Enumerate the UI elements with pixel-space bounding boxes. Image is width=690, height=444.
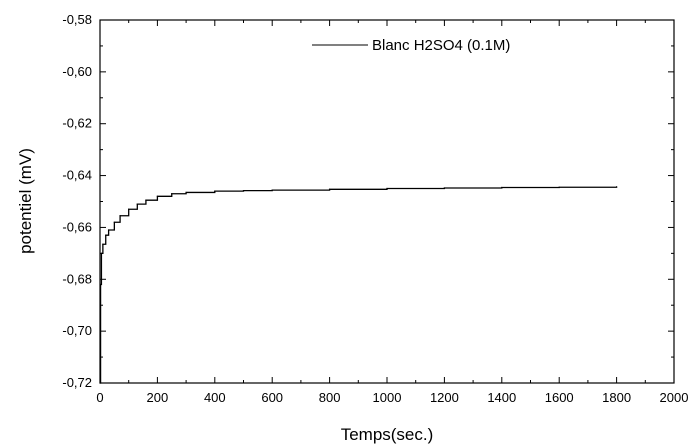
x-axis-ticks: 0 200 400 600 800 1000 1200 1400 1600 1800 2000 (96, 20, 688, 405)
x-tick-label: 800 (319, 390, 341, 405)
x-tick-label: 0 (96, 390, 103, 405)
y-tick-label: -0,60 (62, 64, 92, 79)
x-tick-label: 1200 (430, 390, 459, 405)
y-tick-label: -0,64 (62, 168, 92, 183)
y-axis-ticks: -0,72 -0,70 -0,68 -0,66 -0,64 -0,62 -0,60 -0,58 (62, 12, 674, 390)
data-point (99, 382, 101, 384)
data-point (386, 187, 388, 190)
data-point (113, 221, 115, 223)
data-point (102, 243, 104, 245)
x-tick-label: 200 (147, 390, 169, 405)
data-point (185, 191, 187, 194)
data-point (105, 234, 107, 236)
data-point (271, 189, 273, 191)
data-point (108, 229, 110, 231)
series-layer (99, 186, 618, 384)
x-tick-label: 2000 (660, 390, 689, 405)
data-point (242, 190, 245, 192)
data-point (136, 203, 138, 205)
series-line-0 (99, 186, 618, 384)
plot-area (99, 19, 675, 384)
data-point (145, 199, 147, 201)
y-tick-label: -0,72 (62, 375, 92, 390)
x-tick-label: 1600 (545, 390, 574, 405)
y-tick-label: -0,58 (62, 12, 92, 27)
data-point (119, 215, 121, 217)
x-tick-label: 400 (204, 390, 226, 405)
x-tick-label: 1800 (602, 390, 631, 405)
x-axis-title: Temps(sec.) (341, 425, 434, 444)
y-tick-label: -0,66 (62, 219, 92, 234)
x-tick-label: 600 (261, 390, 283, 405)
data-point (128, 208, 130, 210)
data-point (214, 190, 216, 192)
data-point (171, 193, 173, 195)
y-tick-label: -0,70 (62, 323, 92, 338)
data-point (156, 195, 158, 197)
data-point (558, 186, 560, 188)
data-point (99, 283, 102, 286)
data-point (329, 188, 331, 190)
y-tick-label: -0,62 (62, 116, 92, 131)
y-tick-label: -0,68 (62, 271, 92, 286)
data-point (616, 186, 618, 188)
y-axis-title: potentiel (mV) (16, 148, 35, 254)
legend-label: Blanc H2SO4 (0.1M) (372, 37, 510, 54)
data-point (100, 252, 103, 254)
x-tick-label: 1400 (487, 390, 516, 405)
x-tick-label: 1000 (373, 390, 402, 405)
data-point (443, 187, 445, 189)
legend: Blanc H2SO4 (0.1M) (312, 37, 510, 54)
data-point (501, 186, 503, 189)
